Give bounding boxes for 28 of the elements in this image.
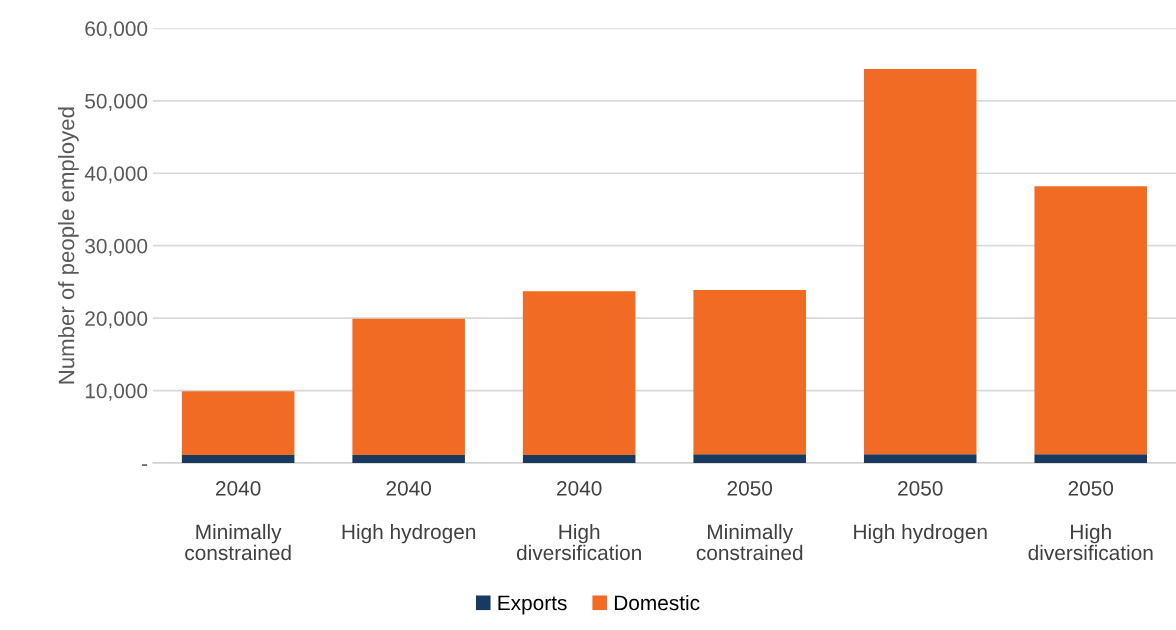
y-tick-label: 30,000	[85, 238, 148, 256]
bar	[863, 68, 977, 455]
legend-label: Exports	[498, 595, 567, 615]
bar	[522, 455, 636, 464]
y-tick-label: 50,000	[85, 93, 148, 112]
bar	[863, 454, 977, 464]
bar	[181, 455, 295, 464]
category-label: 2040 High diversification	[516, 480, 641, 561]
category-label: 2050 High hydrogen	[854, 480, 987, 544]
y-tick-label: 10,000	[85, 383, 148, 401]
bar	[693, 289, 806, 455]
bar	[522, 291, 636, 456]
bar	[693, 454, 806, 464]
y-tick-label: 20,000	[85, 311, 148, 329]
bar	[352, 318, 465, 456]
y-tick-label: -	[142, 464, 148, 466]
bar	[181, 391, 295, 456]
bar	[1034, 454, 1148, 464]
y-tick-label: 60,000	[85, 21, 148, 39]
y-tick-label: 40,000	[84, 166, 148, 184]
category-label: 2050 High diversification	[1028, 480, 1153, 561]
category-label: 2050 Minimally constrained	[696, 480, 803, 561]
legend-label: Domestic	[614, 594, 700, 611]
y-axis-title: Number of people employed	[58, 107, 79, 384]
category-label: 2040 Minimally constrained	[185, 480, 291, 561]
category-label: 2040 High hydrogen	[342, 480, 476, 544]
bar	[1034, 186, 1148, 455]
bar	[352, 455, 465, 464]
